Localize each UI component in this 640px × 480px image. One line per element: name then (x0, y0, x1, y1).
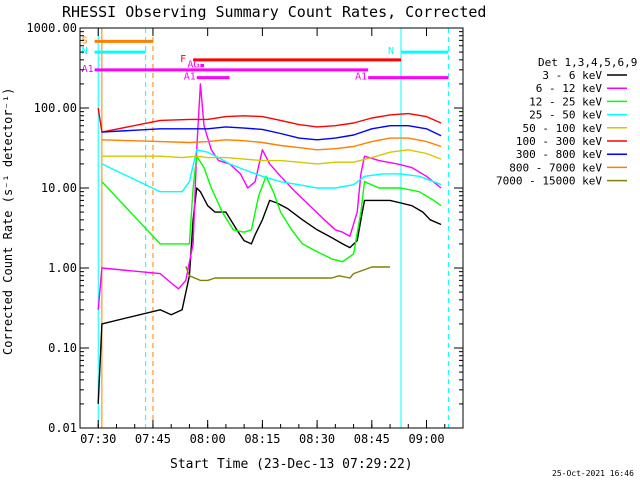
legend-label-4: 50 - 100 keV (523, 122, 603, 135)
x-tick-label-3: 08:15 (244, 432, 280, 446)
x-tick-label-1: 07:45 (135, 432, 171, 446)
legend-label-5: 100 - 300 keV (516, 135, 602, 148)
series-lines (97, 83, 442, 404)
series-line-0 (97, 187, 442, 404)
y-tick-label-5: 1000.00 (26, 21, 77, 35)
series-line-7 (101, 137, 442, 151)
series-line-2 (101, 155, 442, 263)
y-tick-label-0: 0.01 (48, 421, 77, 435)
state-bar-label-1: N (82, 46, 88, 57)
legend-label-3: 25 - 50 keV (529, 109, 602, 122)
legend-header: Det 1,3,4,5,6,9 (538, 56, 637, 69)
chart-title: RHESSI Observing Summary Count Rates, Co… (62, 3, 486, 21)
series-line-4 (101, 149, 442, 165)
series-line-5 (97, 107, 442, 133)
state-bar-label-4: A1 (82, 64, 94, 75)
state-bar-label-5: A1 (184, 72, 196, 83)
series-line-1 (97, 83, 442, 310)
state-bar-label-7: AG (187, 59, 199, 70)
legend-label-6: 300 - 800 keV (516, 148, 602, 161)
x-tick-label-0: 07:30 (80, 432, 116, 446)
x-tick-label-6: 09:00 (408, 432, 444, 446)
x-tick-label-5: 08:45 (354, 432, 390, 446)
x-tick-label-4: 08:30 (299, 432, 335, 446)
state-bar-label-0: S (82, 35, 88, 46)
y-tick-label-2: 1.00 (48, 261, 77, 275)
state-bar-label-6: A1 (355, 72, 367, 83)
footer-date: 25-Oct-2021 16:46 (552, 469, 634, 478)
legend-label-0: 3 - 6 keV (542, 69, 602, 82)
series-line-8 (185, 266, 390, 282)
x-tick-label-2: 08:00 (190, 432, 226, 446)
y-tick-label-4: 100.00 (34, 101, 77, 115)
plot-frame (79, 27, 464, 429)
axes: 07:30 07:45 08:00 08:15 08:30 08:45 09:00 0.01 0… (26, 21, 464, 446)
legend-label-7: 800 - 7000 keV (509, 161, 602, 174)
state-bar-label-3: F (180, 54, 186, 65)
y-tick-label-3: 10.00 (41, 181, 77, 195)
series-line-6 (101, 125, 442, 141)
series-line-3 (101, 149, 442, 193)
legend-label-2: 12 - 25 keV (529, 95, 602, 108)
y-tick-label-1: 0.10 (48, 341, 77, 355)
legend-label-1: 6 - 12 keV (536, 82, 603, 95)
y-axis-label: Corrected Count Rate (s⁻¹ detector⁻¹) (1, 88, 15, 355)
legend-label-8: 7000 - 15000 keV (496, 175, 602, 188)
state-bar-label-2: N (388, 46, 394, 57)
x-axis-label: Start Time (23-Dec-13 07:29:22) (170, 457, 413, 472)
